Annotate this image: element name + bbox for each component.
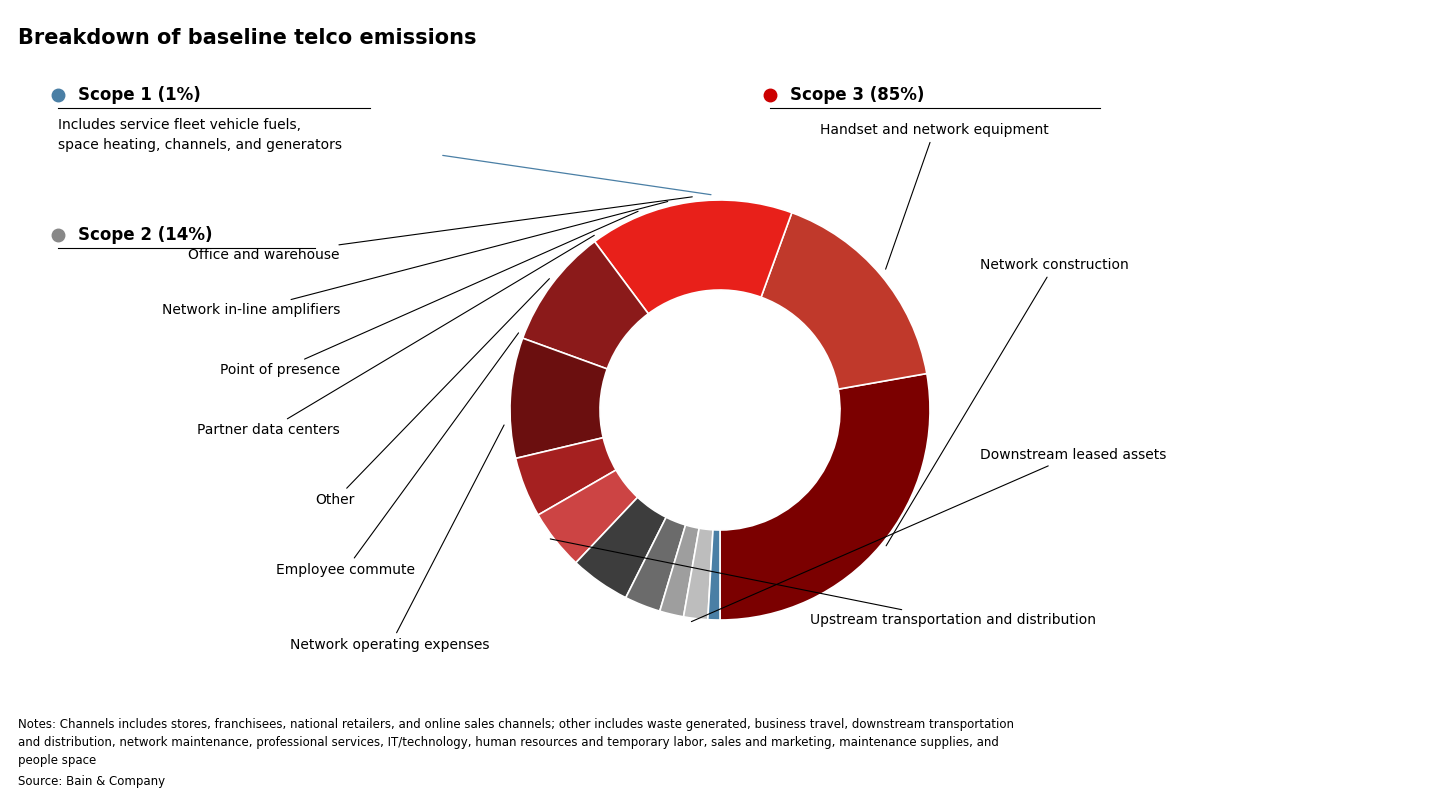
Wedge shape — [708, 530, 720, 620]
Text: Scope 2 (14%): Scope 2 (14%) — [78, 226, 213, 244]
Text: Scope 1 (1%): Scope 1 (1%) — [78, 86, 200, 104]
Wedge shape — [720, 373, 930, 620]
Text: Breakdown of baseline telco emissions: Breakdown of baseline telco emissions — [17, 28, 477, 48]
Wedge shape — [626, 518, 685, 612]
Text: Includes service fleet vehicle fuels,
space heating, channels, and generators: Includes service fleet vehicle fuels, sp… — [58, 118, 343, 151]
Wedge shape — [595, 200, 792, 313]
Wedge shape — [539, 470, 638, 563]
Text: Point of presence: Point of presence — [220, 211, 638, 377]
Wedge shape — [510, 339, 608, 458]
Text: Other: Other — [315, 279, 550, 507]
Text: Partner data centers: Partner data centers — [197, 236, 595, 437]
Wedge shape — [762, 213, 927, 389]
Text: Network construction: Network construction — [886, 258, 1129, 546]
Text: Notes: Channels includes stores, franchisees, national retailers, and online sal: Notes: Channels includes stores, franchi… — [17, 718, 1014, 767]
Wedge shape — [516, 437, 616, 515]
Wedge shape — [576, 497, 667, 598]
Text: Office and warehouse: Office and warehouse — [189, 197, 693, 262]
Text: Source: Bain & Company: Source: Bain & Company — [17, 775, 166, 788]
Wedge shape — [660, 525, 700, 616]
Text: Network in-line amplifiers: Network in-line amplifiers — [161, 202, 668, 317]
Wedge shape — [684, 528, 713, 620]
Text: Employee commute: Employee commute — [276, 333, 518, 577]
Text: Handset and network equipment: Handset and network equipment — [819, 123, 1048, 269]
Text: Scope 3 (85%): Scope 3 (85%) — [791, 86, 924, 104]
Text: Upstream transportation and distribution: Upstream transportation and distribution — [550, 539, 1096, 627]
Text: Downstream leased assets: Downstream leased assets — [691, 448, 1166, 621]
Text: Network operating expenses: Network operating expenses — [291, 425, 504, 652]
Wedge shape — [523, 241, 648, 369]
